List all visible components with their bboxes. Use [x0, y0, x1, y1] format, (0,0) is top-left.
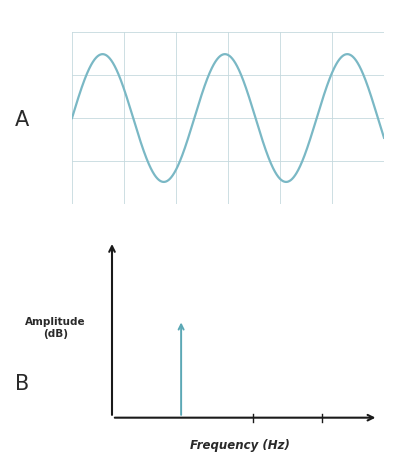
- Text: Amplitude
(dB): Amplitude (dB): [25, 317, 86, 339]
- Text: B: B: [15, 374, 29, 394]
- Text: A: A: [15, 110, 29, 130]
- Text: Frequency (Hz): Frequency (Hz): [190, 439, 290, 452]
